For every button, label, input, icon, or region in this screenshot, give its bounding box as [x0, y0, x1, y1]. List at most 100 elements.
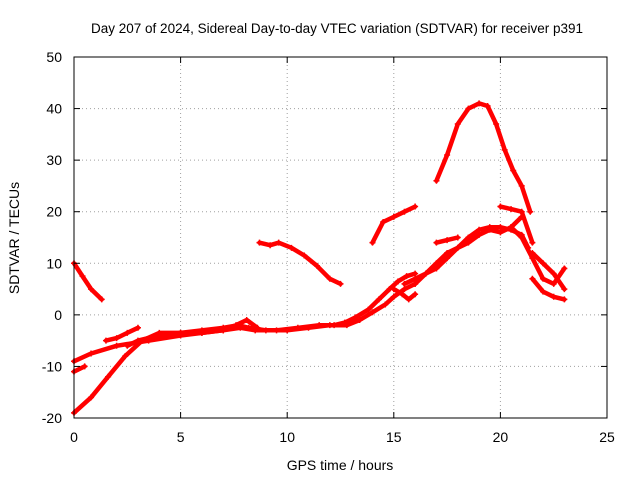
- series-arc-3-line: [71, 364, 87, 374]
- series-arc-14-line: [498, 204, 535, 245]
- data-point: [412, 270, 419, 277]
- data-point: [540, 275, 547, 282]
- data-point: [550, 270, 557, 277]
- data-point: [561, 296, 568, 303]
- data-point: [102, 337, 109, 344]
- data-point: [401, 208, 408, 215]
- data-point: [88, 394, 95, 401]
- data-point: [134, 324, 141, 331]
- data-point: [288, 244, 295, 251]
- data-point: [518, 182, 525, 189]
- data-point: [444, 237, 451, 244]
- data-point: [529, 249, 536, 256]
- data-point: [540, 260, 547, 267]
- data-point: [497, 203, 504, 210]
- data-point: [433, 239, 440, 246]
- y-tick-label: 0: [54, 307, 62, 323]
- data-point: [518, 234, 525, 241]
- data-point: [233, 322, 240, 329]
- data-point: [124, 329, 131, 336]
- series-arc-7-line: [257, 240, 343, 287]
- series-arc-15-line: [508, 224, 567, 287]
- data-point: [529, 255, 536, 262]
- data-point: [444, 151, 451, 158]
- y-tick-label: 40: [46, 101, 62, 117]
- data-point: [540, 288, 547, 295]
- y-tick-label: -10: [42, 358, 62, 374]
- data-point: [486, 226, 493, 233]
- series-arc-17-line: [530, 276, 567, 302]
- data-point: [561, 265, 568, 272]
- data-point: [476, 100, 483, 107]
- data-point: [113, 335, 120, 342]
- y-tick-label: 30: [46, 152, 62, 168]
- data-point: [113, 342, 120, 349]
- data-point: [484, 102, 491, 109]
- data-point: [465, 234, 472, 241]
- data-point: [156, 332, 163, 339]
- data-point: [314, 262, 321, 269]
- x-tick-label: 0: [70, 429, 78, 445]
- series-arc-5-line: [103, 325, 141, 343]
- series-arc-12-line: [434, 101, 533, 214]
- data-point: [497, 224, 504, 231]
- data-point: [433, 265, 440, 272]
- data-point: [262, 327, 269, 334]
- data-point: [122, 353, 129, 360]
- x-tick-label: 20: [493, 429, 509, 445]
- data-point: [254, 324, 261, 331]
- plot-frame: [73, 56, 608, 419]
- y-tick-label: -20: [42, 410, 62, 426]
- data-point: [337, 280, 344, 287]
- data-point: [395, 278, 402, 285]
- data-point: [501, 146, 508, 153]
- data-point: [454, 234, 461, 241]
- data-point: [399, 291, 406, 298]
- data-point: [105, 373, 112, 380]
- data-point: [98, 296, 105, 303]
- x-tick-label: 5: [177, 429, 185, 445]
- y-tick-label: 20: [46, 204, 62, 220]
- data-point: [380, 219, 387, 226]
- data-point: [510, 167, 517, 174]
- data-point: [444, 249, 451, 256]
- data-point: [301, 252, 308, 259]
- data-point: [177, 329, 184, 336]
- data-point: [497, 229, 504, 236]
- y-axis-label: SDTVAR / TECUs: [6, 182, 22, 294]
- data-point: [561, 286, 568, 293]
- series-arc-4-line: [71, 281, 418, 416]
- data-point: [412, 291, 419, 298]
- x-axis-label: GPS time / hours: [287, 457, 394, 473]
- series-arc-16-line: [530, 250, 567, 292]
- x-tick-label: 25: [599, 429, 615, 445]
- data-point: [433, 260, 440, 267]
- data-point: [465, 239, 472, 246]
- data-point: [412, 275, 419, 282]
- data-point: [493, 121, 500, 128]
- axis-ticks: 0 5 10 15 20 25 -20 -10 0 10 20 30 40 50: [42, 49, 615, 445]
- data-point: [508, 206, 515, 213]
- data-point: [343, 322, 350, 329]
- chart-title: Day 207 of 2024, Sidereal Day-to-day VTE…: [91, 21, 583, 36]
- data-point: [365, 306, 372, 313]
- data-point: [382, 301, 389, 308]
- data-point: [275, 239, 282, 246]
- x-tick-label: 10: [279, 429, 295, 445]
- data-point: [529, 275, 536, 282]
- data-point: [88, 286, 95, 293]
- data-point: [81, 363, 88, 370]
- data-point: [390, 286, 397, 293]
- data-point: [444, 255, 451, 262]
- data-point: [401, 280, 408, 287]
- data-point: [454, 244, 461, 251]
- x-tick-label: 15: [386, 429, 402, 445]
- grid-lines: [74, 57, 607, 418]
- data-point: [412, 280, 419, 287]
- data-point: [198, 329, 205, 336]
- y-tick-label: 50: [46, 49, 62, 65]
- data-point: [518, 208, 525, 215]
- data-point: [79, 273, 86, 280]
- data-point: [390, 213, 397, 220]
